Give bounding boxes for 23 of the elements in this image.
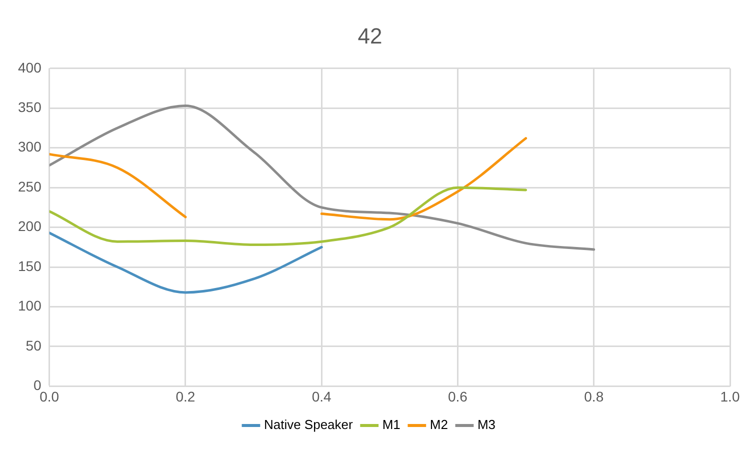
chart-title: 42 <box>358 23 382 48</box>
y-tick-label: 400 <box>18 59 42 76</box>
legend-label: M1 <box>382 417 400 432</box>
legend-label: M3 <box>477 417 496 432</box>
x-tick-label: 0.6 <box>448 388 468 404</box>
y-tick-label: 250 <box>18 178 42 194</box>
line-series <box>49 104 596 251</box>
y-tick-label: 350 <box>18 98 42 115</box>
legend-label: M2 <box>430 417 448 432</box>
x-tick-label: 0.8 <box>584 388 604 404</box>
y-tick-label: 50 <box>26 337 42 354</box>
y-tick-label: 200 <box>18 218 42 234</box>
x-tick-label: 0.4 <box>312 388 332 404</box>
y-tick-label: 100 <box>18 298 42 314</box>
y-tick-label: 300 <box>18 138 42 155</box>
x-tick-label: 1.0 <box>720 388 740 404</box>
y-tick-label: 0 <box>34 377 42 394</box>
line-series <box>49 186 528 246</box>
line-series <box>49 232 323 294</box>
x-tick-label: 0.0 <box>40 388 60 404</box>
legend-label: Native Speaker <box>264 417 354 432</box>
x-tick-label: 0.2 <box>176 388 196 404</box>
y-tick-label: 150 <box>18 258 42 274</box>
